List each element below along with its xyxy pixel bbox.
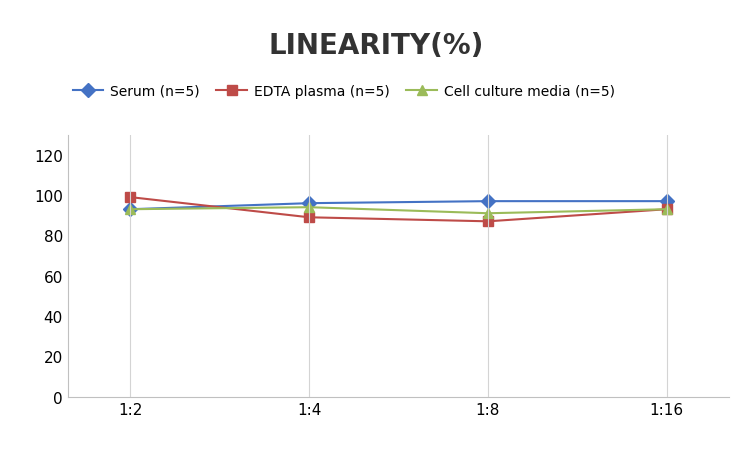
Text: LINEARITY(%): LINEARITY(%) [268, 32, 484, 60]
Legend: Serum (n=5), EDTA plasma (n=5), Cell culture media (n=5): Serum (n=5), EDTA plasma (n=5), Cell cul… [67, 79, 620, 104]
